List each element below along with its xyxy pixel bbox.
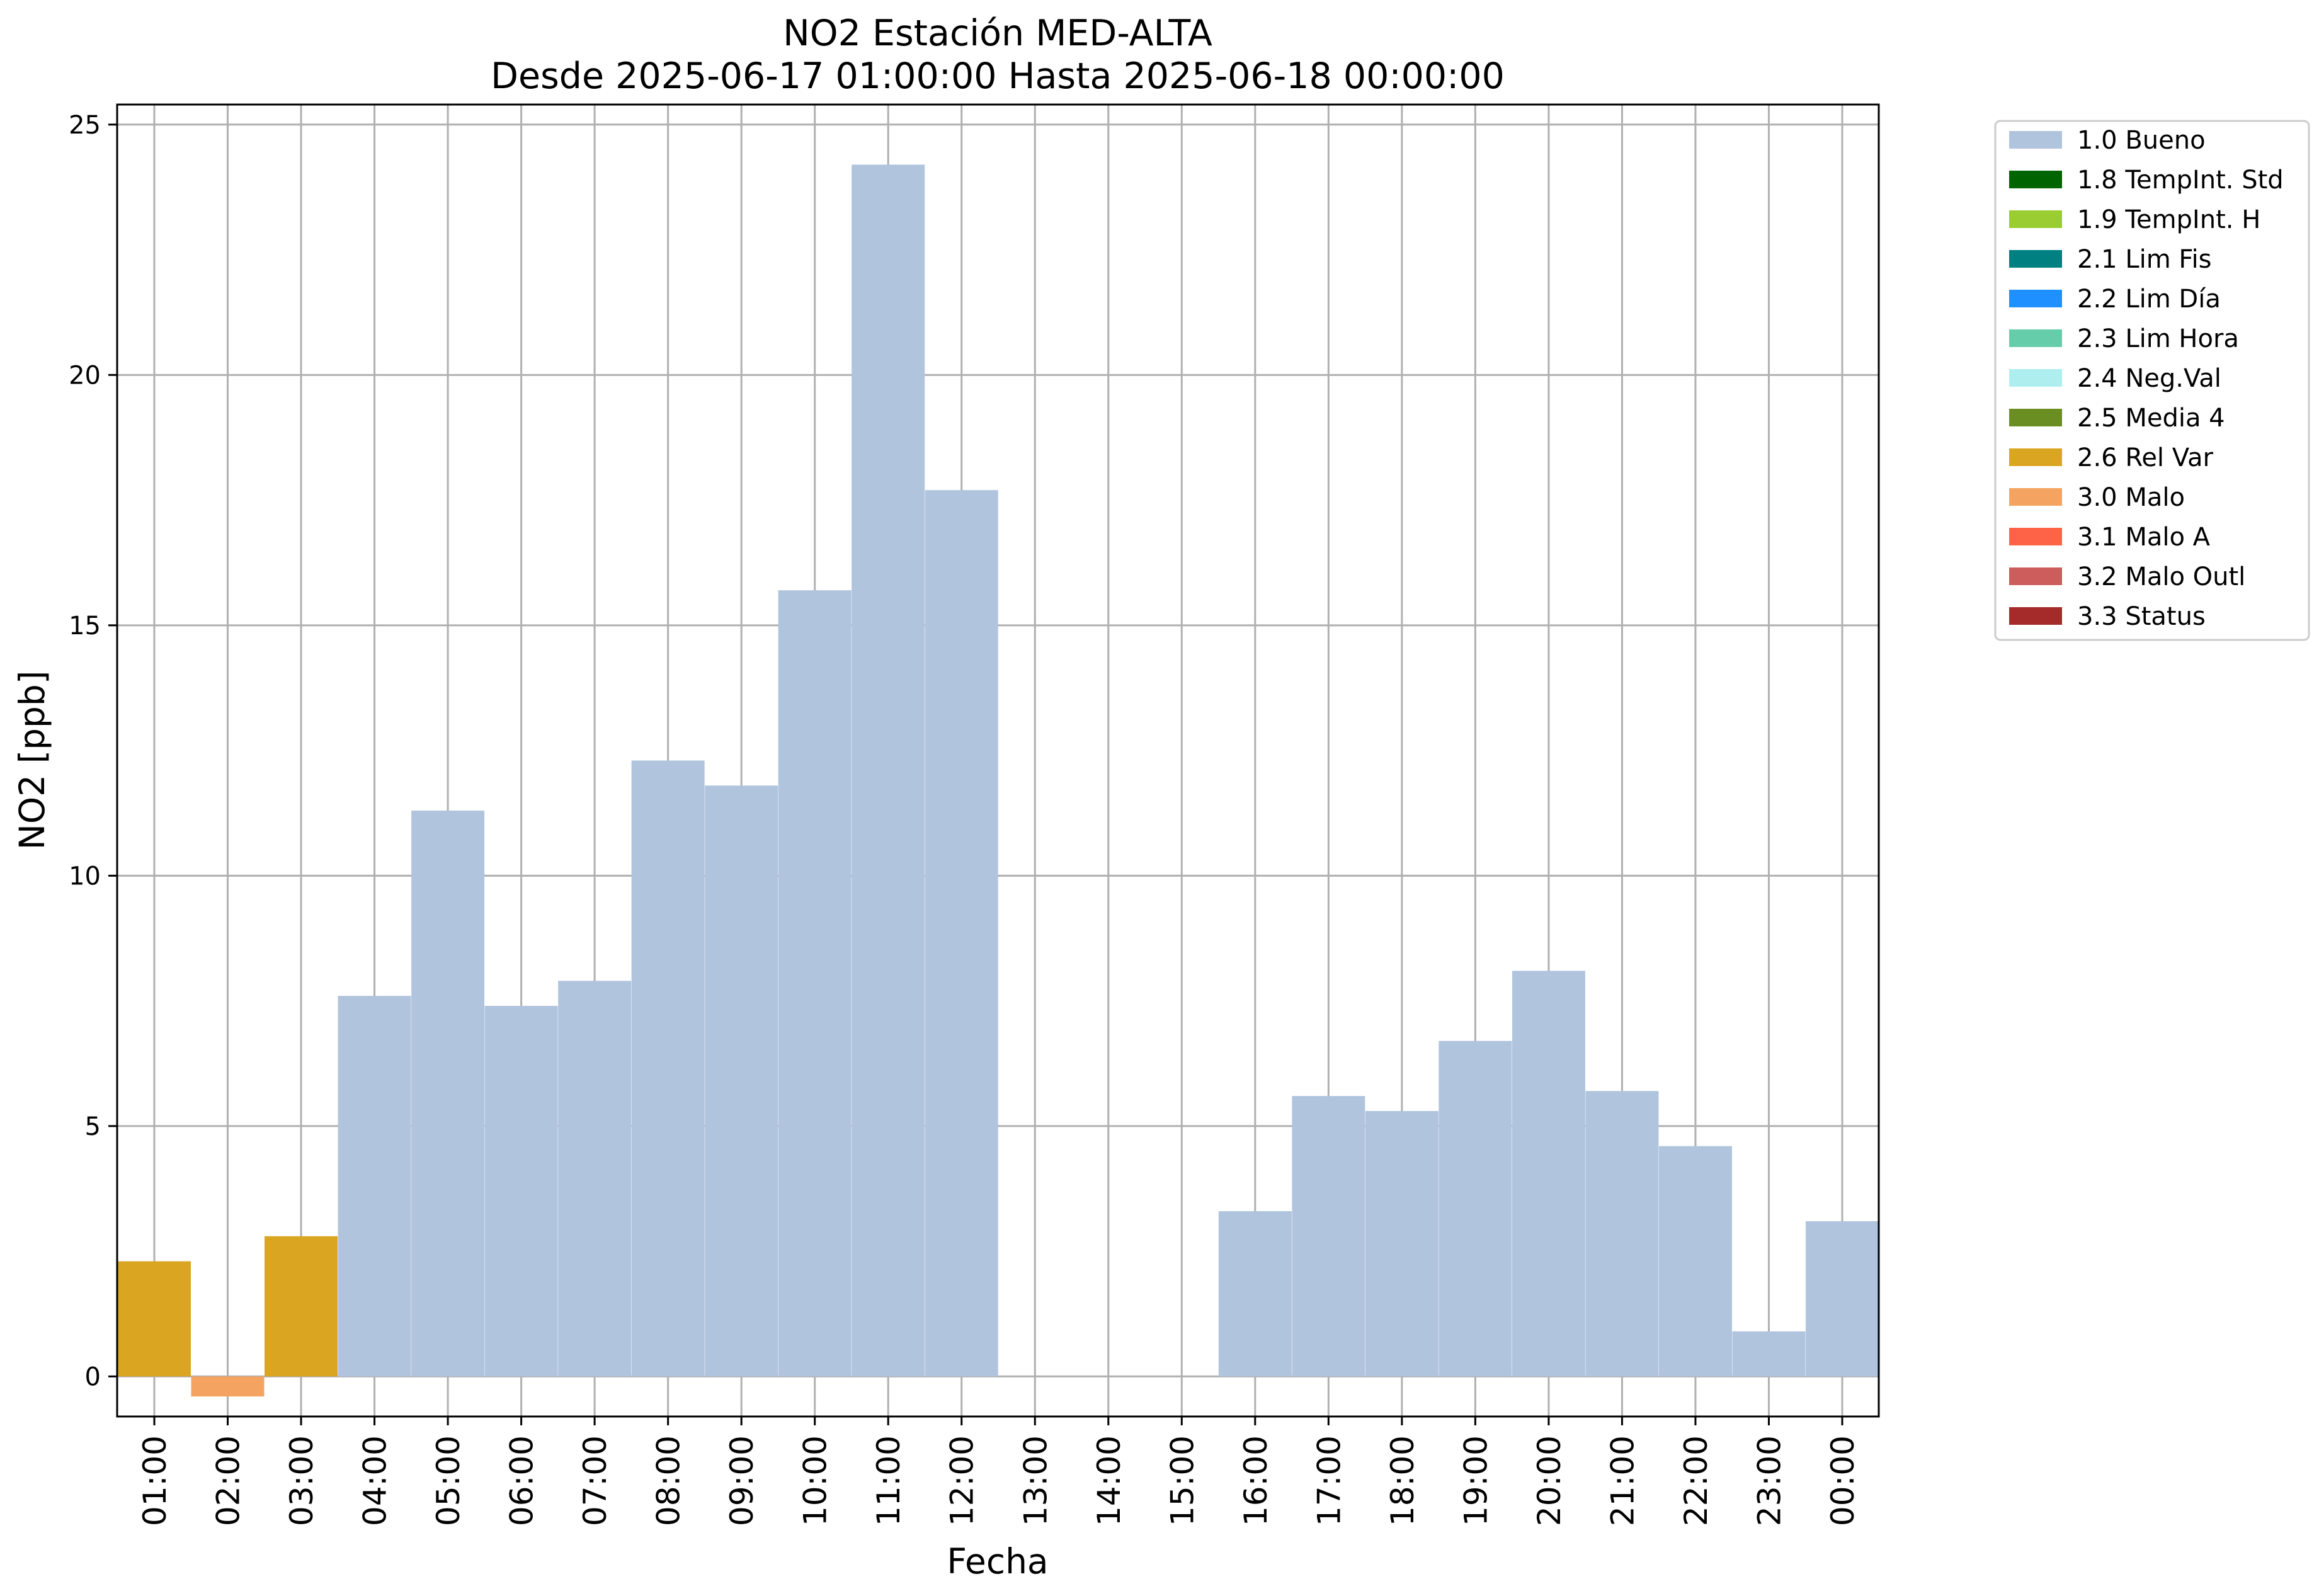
bar [1512,971,1585,1377]
x-tick-label: 07:00 [577,1435,613,1526]
y-tick-label: 25 [69,111,101,140]
y-tick-label: 5 [85,1112,101,1141]
bar [118,1261,191,1377]
plot-frame [116,103,1880,1418]
x-axis-ticks: 01:00 02:00 03:00 04:00 05:00 06:00 07:00 08:00… [137,1416,1861,1526]
y-axis-ticks: 0 5 10 15 20 25 [69,111,117,1391]
bar [265,1236,338,1377]
bars [118,164,1879,1397]
bar [191,1376,265,1397]
legend-frame [1994,120,2310,641]
bar [1806,1221,1879,1377]
legend-swatch [2009,369,2062,387]
x-tick-label: 14:00 [1091,1435,1127,1526]
legend-swatch [2009,131,2062,149]
x-tick-label: 19:00 [1457,1435,1494,1526]
legend-label: 1.0 Bueno [2077,126,2206,155]
bar [1365,1111,1439,1377]
x-tick-label: 21:00 [1604,1435,1641,1526]
x-tick-label: 12:00 [944,1435,981,1526]
legend-label: 3.0 Malo [2077,483,2185,512]
x-tick-label: 09:00 [724,1435,760,1526]
legend-label: 2.1 Lim Fis [2077,245,2211,274]
x-tick-label: 10:00 [797,1435,834,1526]
bar [852,164,925,1377]
bar [484,1006,558,1377]
x-tick-label: 04:00 [357,1435,394,1526]
bar [631,760,705,1377]
x-tick-label: 17:00 [1311,1435,1347,1526]
legend-label: 1.9 TempInt. H [2077,205,2260,234]
legend-swatch [2009,329,2062,347]
legend-label: 1.8 TempInt. Std [2077,166,2284,195]
legend-label: 2.4 Neg.Val [2077,364,2221,393]
legend-swatch [2009,488,2062,506]
x-axis-label: Fecha [947,1541,1048,1582]
legend-label: 2.3 Lim Hora [2077,324,2239,353]
x-tick-label: 11:00 [870,1435,907,1526]
x-tick-label: 20:00 [1531,1435,1568,1526]
bar [411,811,485,1377]
chart-subtitle: Desde 2025-06-17 01:00:00 Hasta 2025-06-… [491,55,1505,97]
bar [705,785,778,1377]
bar [1732,1331,1806,1377]
bar [338,996,411,1377]
x-tick-label: 23:00 [1751,1435,1787,1526]
x-tick-label: 03:00 [283,1435,320,1526]
x-tick-label: 05:00 [430,1435,467,1526]
legend-swatch [2009,171,2062,188]
x-tick-label: 08:00 [651,1435,687,1526]
x-tick-label: 15:00 [1164,1435,1200,1526]
legend-swatch [2009,528,2062,545]
x-tick-label: 01:00 [137,1435,173,1526]
bar [1439,1040,1512,1377]
chart-title: NO2 Estación MED-ALTA [783,13,1212,54]
bar [778,590,852,1377]
x-tick-label: 22:00 [1678,1435,1714,1526]
legend-label: 3.3 Status [2077,602,2206,631]
legend-swatch [2009,409,2062,426]
legend-label: 3.2 Malo Outl [2077,562,2245,591]
legend-swatch [2009,250,2062,268]
legend-label: 2.6 Rel Var [2077,443,2214,472]
legend-swatch [2009,210,2062,228]
x-tick-label: 16:00 [1238,1435,1274,1526]
y-tick-label: 0 [85,1362,101,1391]
bar [1218,1211,1292,1377]
y-axis-label: NO2 [ppb] [12,671,52,850]
legend-swatch [2009,567,2062,585]
legend-swatch [2009,607,2062,625]
legend-swatch [2009,448,2062,466]
legend-label: 3.1 Malo A [2077,523,2211,552]
y-tick-label: 10 [69,862,101,891]
bar [1658,1146,1732,1377]
x-tick-label: 06:00 [504,1435,540,1526]
bar [1292,1096,1365,1377]
x-tick-label: 00:00 [1825,1435,1861,1526]
bar [925,490,998,1377]
y-tick-label: 20 [69,361,101,390]
x-tick-label: 02:00 [210,1435,247,1526]
y-tick-label: 15 [69,612,101,641]
legend-label: 2.5 Media 4 [2077,404,2225,433]
x-tick-label: 13:00 [1017,1435,1054,1526]
x-tick-label: 18:00 [1384,1435,1421,1526]
bar [1585,1091,1659,1377]
bar [558,981,632,1377]
legend-label: 2.2 Lim Día [2077,285,2221,314]
legend: 1.0 Bueno 1.8 TempInt. Std 1.9 TempInt. H 2… [1994,120,2310,641]
legend-swatch [2009,290,2062,307]
